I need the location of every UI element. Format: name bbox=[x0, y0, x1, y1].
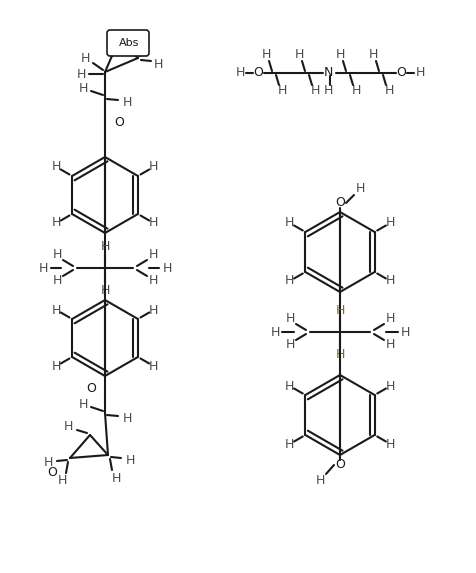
Text: H: H bbox=[270, 325, 280, 339]
Text: H: H bbox=[149, 359, 158, 372]
Text: H: H bbox=[57, 474, 67, 488]
Text: H: H bbox=[386, 217, 395, 230]
Text: H: H bbox=[386, 438, 395, 450]
Text: H: H bbox=[122, 96, 132, 108]
Text: H: H bbox=[52, 160, 61, 174]
Text: H: H bbox=[76, 69, 86, 81]
Text: H: H bbox=[285, 379, 295, 393]
Text: H: H bbox=[285, 312, 295, 325]
Text: H: H bbox=[323, 84, 333, 97]
Text: H: H bbox=[149, 304, 158, 316]
Text: O: O bbox=[335, 197, 345, 210]
Text: H: H bbox=[285, 339, 295, 351]
Text: H: H bbox=[310, 84, 320, 97]
Text: H: H bbox=[149, 274, 158, 288]
Text: H: H bbox=[43, 457, 53, 469]
Text: H: H bbox=[416, 66, 425, 80]
Text: O: O bbox=[47, 465, 57, 478]
Text: H: H bbox=[139, 32, 149, 45]
Text: H: H bbox=[122, 413, 132, 426]
Text: H: H bbox=[79, 81, 88, 95]
Text: H: H bbox=[278, 84, 287, 97]
Text: H: H bbox=[285, 217, 295, 230]
Text: H: H bbox=[386, 379, 395, 393]
Text: H: H bbox=[162, 261, 172, 274]
Text: O: O bbox=[335, 458, 345, 472]
Text: O: O bbox=[114, 116, 124, 128]
Text: H: H bbox=[63, 419, 73, 433]
FancyBboxPatch shape bbox=[107, 30, 149, 56]
Text: H: H bbox=[285, 438, 295, 450]
Text: H: H bbox=[52, 274, 62, 288]
Text: O: O bbox=[396, 66, 406, 80]
Text: O: O bbox=[86, 382, 96, 394]
Text: H: H bbox=[80, 53, 89, 65]
Text: H: H bbox=[111, 472, 121, 485]
Text: H: H bbox=[100, 284, 109, 296]
Text: H: H bbox=[52, 217, 61, 230]
Text: H: H bbox=[52, 359, 61, 372]
Text: H: H bbox=[38, 261, 48, 274]
Text: H: H bbox=[149, 217, 158, 230]
Text: H: H bbox=[235, 66, 245, 80]
Text: H: H bbox=[52, 249, 62, 261]
Text: H: H bbox=[386, 274, 395, 288]
Text: H: H bbox=[385, 339, 395, 351]
Text: H: H bbox=[285, 274, 295, 288]
Text: H: H bbox=[384, 84, 394, 97]
Text: N: N bbox=[323, 66, 333, 80]
Text: H: H bbox=[79, 398, 88, 410]
Text: H: H bbox=[335, 347, 345, 360]
Text: H: H bbox=[261, 49, 271, 61]
Text: H: H bbox=[368, 49, 377, 61]
Text: H: H bbox=[385, 312, 395, 325]
Text: H: H bbox=[335, 304, 345, 316]
Text: H: H bbox=[315, 473, 325, 486]
Text: H: H bbox=[400, 325, 410, 339]
Text: H: H bbox=[351, 84, 361, 97]
Text: H: H bbox=[149, 160, 158, 174]
Text: H: H bbox=[125, 453, 135, 466]
Text: H: H bbox=[100, 240, 109, 253]
Text: H: H bbox=[52, 304, 61, 316]
Text: H: H bbox=[149, 249, 158, 261]
Text: O: O bbox=[253, 66, 263, 80]
Text: H: H bbox=[153, 57, 163, 70]
Text: Abs: Abs bbox=[119, 38, 139, 48]
Text: H: H bbox=[294, 49, 304, 61]
Text: H: H bbox=[355, 182, 365, 195]
Text: H: H bbox=[335, 49, 345, 61]
